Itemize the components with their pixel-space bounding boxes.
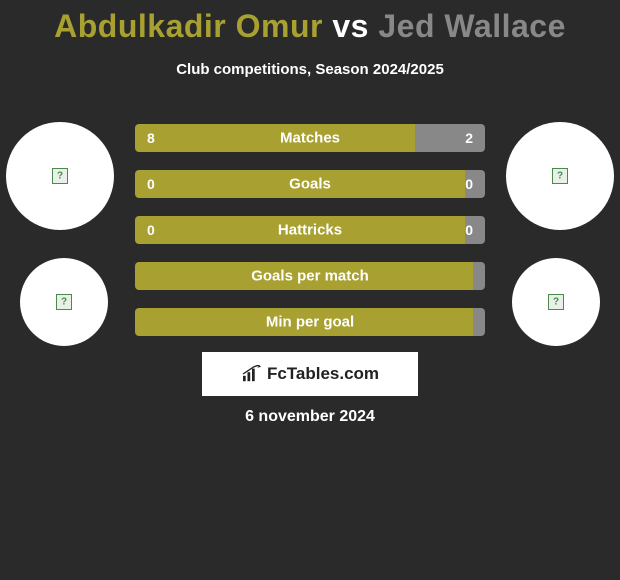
comparison-card: Abdulkadir Omur vs Jed Wallace Club comp… <box>0 0 620 580</box>
stat-bar-right: 0 <box>465 216 485 244</box>
stat-bar: Min per goal <box>135 308 485 336</box>
stat-bar: 82 Matches <box>135 124 485 152</box>
title-player2: Jed Wallace <box>378 8 566 44</box>
subtitle: Club competitions, Season 2024/2025 <box>0 61 620 78</box>
stat-bar-left: 8 <box>135 124 415 152</box>
stat-bar-label: Matches <box>280 130 340 147</box>
stat-bar-right <box>473 308 485 336</box>
stat-bar-right: 0 <box>465 170 485 198</box>
stat-bar: 00Hattricks <box>135 216 485 244</box>
image-placeholder-icon <box>56 294 72 310</box>
title-player1: Abdulkadir Omur <box>54 8 323 44</box>
stat-bar-right: 2 <box>415 124 485 152</box>
player2-club-avatar <box>512 258 600 346</box>
brand-badge: FcTables.com <box>202 352 418 396</box>
stat-bar-label: Goals per match <box>251 268 369 285</box>
player1-club-avatar <box>20 258 108 346</box>
image-placeholder-icon <box>552 168 568 184</box>
image-placeholder-icon <box>52 168 68 184</box>
player1-avatar <box>6 122 114 230</box>
stat-bar-label: Hattricks <box>278 222 342 239</box>
stats-bars: 82Matches00Goals00HattricksGoals per mat… <box>135 124 485 354</box>
stat-bar-right <box>473 262 485 290</box>
page-title: Abdulkadir Omur vs Jed Wallace <box>0 0 620 45</box>
player2-avatar <box>506 122 614 230</box>
stat-bar-label: Goals <box>289 176 331 193</box>
title-vs: vs <box>332 8 369 44</box>
stat-bar: Goals per match <box>135 262 485 290</box>
date-text: 6 november 2024 <box>245 408 375 426</box>
chart-icon <box>241 365 263 383</box>
image-placeholder-icon <box>548 294 564 310</box>
stat-bar: 00Goals <box>135 170 485 198</box>
brand-text: FcTables.com <box>267 364 379 384</box>
stat-bar-label: Min per goal <box>266 314 354 331</box>
